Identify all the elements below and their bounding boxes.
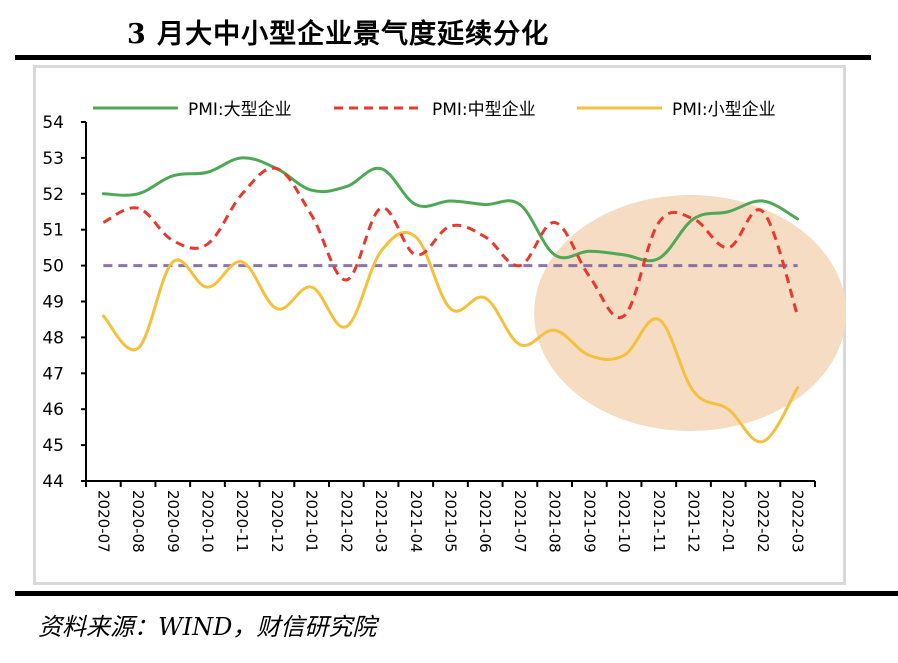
y-tick-label: 51 — [42, 221, 64, 241]
x-tick-label: 2022-03 — [789, 490, 807, 553]
highlight-ellipse — [534, 195, 847, 431]
x-tick-label: 2021-12 — [685, 490, 703, 553]
x-tick-label: 2021-01 — [303, 490, 321, 553]
y-tick-label: 47 — [42, 364, 64, 384]
y-tick-label: 50 — [42, 257, 64, 277]
y-tick-label: 45 — [42, 436, 64, 456]
legend-label-1: PMI:中型企业 — [432, 100, 536, 120]
x-tick-label: 2020-08 — [129, 490, 147, 553]
x-tick-label: 2021-08 — [546, 490, 564, 553]
series-line-0 — [101, 156, 800, 263]
x-tick-label: 2020-07 — [94, 490, 112, 553]
x-tick-label: 2021-04 — [407, 490, 425, 553]
page-title: 3 月大中小型企业景气度延续分化 — [127, 19, 550, 50]
x-tick-label: 2022-01 — [719, 490, 737, 553]
source-note: 资料来源：WIND，财信研究院 — [38, 613, 377, 641]
x-tick-label: 2022-02 — [754, 490, 772, 553]
x-tick-label: 2020-09 — [164, 490, 182, 553]
x-tick-label: 2021-11 — [650, 490, 668, 553]
x-tick-label: 2020-11 — [233, 490, 251, 553]
x-tick-label: 2021-10 — [615, 490, 633, 553]
y-tick-label: 44 — [42, 472, 64, 492]
pmi-line-chart: 44 45 46 47 48 49 50 51 52 53 54 2020-07 2020-08 2020… — [42, 100, 847, 553]
legend-label-2: PMI:小型企业 — [672, 100, 776, 120]
x-tick-label: 2021-07 — [511, 490, 529, 553]
legend-label-0: PMI:大型企业 — [188, 100, 292, 120]
y-tick-label: 52 — [42, 185, 64, 205]
y-tick-label: 46 — [42, 400, 64, 420]
x-tick-label: 2021-05 — [442, 490, 460, 553]
y-tick-label: 53 — [42, 149, 64, 169]
x-tick-label: 2021-09 — [580, 490, 598, 553]
title-divider — [15, 55, 871, 60]
series-line-1 — [102, 166, 800, 320]
x-tick-label: 2021-06 — [476, 490, 494, 553]
x-tick-label: 2020-12 — [268, 490, 286, 553]
y-tick-label: 54 — [42, 113, 64, 133]
x-tick-label: 2020-10 — [199, 490, 217, 553]
x-tick-label: 2021-02 — [337, 490, 355, 553]
source-divider — [15, 591, 898, 596]
y-tick-label: 49 — [42, 293, 64, 313]
x-tick-label: 2021-03 — [372, 490, 390, 553]
y-tick-label: 48 — [42, 328, 64, 348]
series-line-2 — [101, 230, 800, 444]
